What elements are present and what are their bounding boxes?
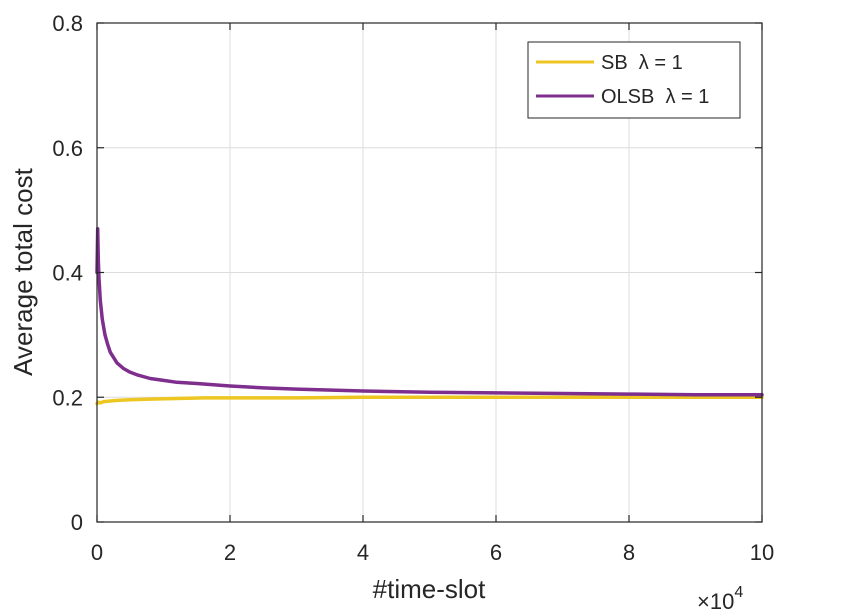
x-exponent-base: ×10 [697,589,734,614]
x-tick-label: 0 [91,540,103,565]
x-tick-label: 10 [750,540,774,565]
x-exponent-power: 4 [734,584,743,601]
series-layer [95,227,764,406]
y-tick-label: 0.8 [52,11,83,36]
y-tick-label: 0.4 [52,261,83,286]
legend-label-olsb: OLSB λ = 1 [601,86,709,108]
ticks [96,22,763,523]
y-tick-label: 0 [71,510,83,535]
y-tick-label: 0.2 [52,385,83,410]
legend: SB λ = 1 OLSB λ = 1 [527,41,741,119]
x-axis-title: #time-slot [373,574,486,604]
tick-labels: 0 2 4 6 8 10 0 0.2 0.4 0.6 0.8 [52,11,774,565]
x-tick-label: 2 [224,540,236,565]
x-tick-label: 6 [490,540,502,565]
x-exponent-label: ×104 [697,584,743,614]
series-line-olsb [95,227,764,397]
legend-label-sb: SB λ = 1 [601,52,683,74]
x-tick-label: 8 [623,540,635,565]
legend-box [527,41,741,119]
y-axis-title: Average total cost [8,167,38,375]
y-tick-label: 0.6 [52,136,83,161]
x-tick-label: 4 [357,540,369,565]
series-line-sb [95,395,764,406]
